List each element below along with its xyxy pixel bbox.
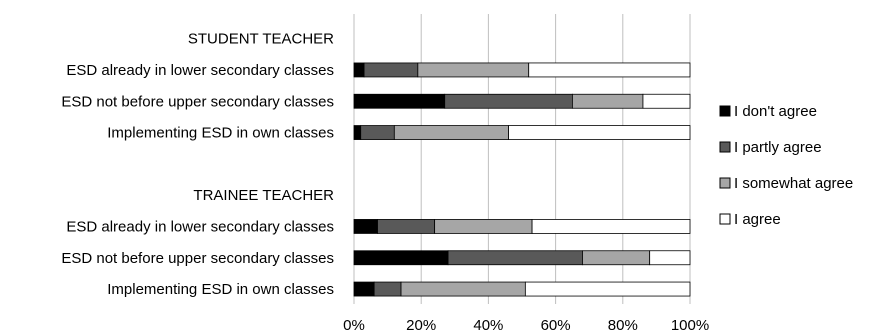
x-tick-label: 0% [343,317,365,334]
x-tick-label: 40% [473,317,503,334]
bar-segment [363,62,419,78]
category-label: ESD already in lower secondary classes [66,62,334,79]
category-label: Implementing ESD in own classes [107,281,334,298]
category-label: ESD already in lower secondary classes [66,218,334,235]
bar-segment [524,281,691,297]
bar-segment [373,281,402,297]
bar-segment [642,93,691,109]
bar-segment [417,62,530,78]
x-tick-labels: 0% 20% 40% 60% 80% 100% [343,317,709,334]
bar-segment [360,125,395,140]
legend: I don't agree I partly agree I somewhat ag… [719,103,853,228]
legend-label: I somewhat agree [734,175,853,192]
legend-label: I don't agree [734,103,817,120]
bar-segment [528,62,691,78]
bar-segment [353,250,449,266]
x-tick-label: 20% [406,317,436,334]
category-label: Implementing ESD in own classes [107,125,334,142]
legend-swatch [719,213,731,225]
bar-segment [434,219,533,234]
bar-segment [444,93,573,109]
x-tick-label: 100% [671,317,709,334]
bar-segment [508,125,691,140]
x-tick-label: 60% [541,317,571,334]
legend-swatch [719,105,731,117]
legend-swatch [719,141,731,153]
bar-segment [353,219,378,234]
category-label: ESD not before upper secondary classes [61,250,334,267]
bar-segment [649,250,691,266]
bar-segment [400,281,526,297]
legend-label: I partly agree [734,139,822,156]
bar-segment [353,93,446,109]
bar-segment [377,219,436,234]
bar-segment [572,93,644,109]
legend-label: I agree [734,211,781,228]
bar-segment [582,250,651,266]
category-label: TRAINEE TEACHER [193,187,334,204]
bar-segment [353,62,365,78]
x-tick-label: 80% [608,317,638,334]
bar-segment [353,281,375,297]
legend-swatch [719,177,731,189]
bar-segment [393,125,509,140]
bars [353,62,691,297]
category-label: ESD not before upper secondary classes [61,93,334,110]
bar-segment [531,219,691,234]
bar-segment [353,125,362,140]
category-label: STUDENT TEACHER [188,31,334,48]
bar-segment [447,250,583,266]
category-labels: STUDENT TEACHER ESD already in lower seco… [61,31,334,298]
